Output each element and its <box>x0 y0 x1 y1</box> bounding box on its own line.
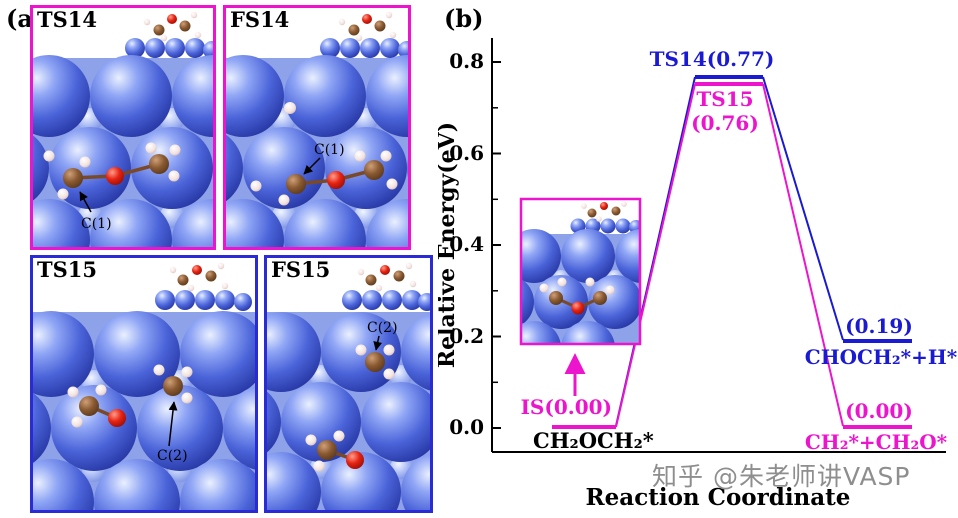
side-view-structure <box>342 262 430 311</box>
y-tick-0.0: 0.0 <box>449 415 484 439</box>
y-tick-0.6: 0.6 <box>449 141 484 165</box>
connector-magenta-ascent <box>615 83 696 428</box>
y-tick-0.8: 0.8 <box>449 49 484 73</box>
structure-panel-title: FS15 <box>269 257 335 284</box>
ts14-label: TS14(0.77) <box>650 47 775 71</box>
inset-border <box>519 197 642 346</box>
ts15-energy-label: (0.76) <box>691 111 759 135</box>
watermark: 知乎 @朱老师讲VASP <box>652 462 911 491</box>
molecule <box>43 142 181 200</box>
y-axis: 0.8 0.6 0.4 0.2 0.0 Relative Energy(eV) <box>438 38 501 452</box>
atom-annotation: C(1) <box>303 142 345 175</box>
energy-diagram-chart: 0.8 0.6 0.4 0.2 0.0 Relative Energy(eV) … <box>438 38 958 511</box>
side-view-structure <box>125 11 213 59</box>
molecule <box>250 102 398 206</box>
fs-blue-energy-label: (0.19) <box>845 314 913 338</box>
molecule <box>67 364 193 428</box>
x-axis-title: Reaction Coordinate <box>586 484 851 511</box>
is-species-label: CH₂OCH₂* <box>533 428 654 453</box>
ts15-structure-image: C(2) <box>33 258 255 510</box>
structure-panel-fs14: C(1) FS14 <box>223 5 411 250</box>
fs14-structure-image: C(1) <box>226 8 408 247</box>
metal-surface <box>33 311 255 510</box>
atom-annotation: C(2) <box>367 320 398 351</box>
atom-label: C(1) <box>81 216 112 232</box>
structure-panel-fs15: C(2) FS15 <box>264 255 433 513</box>
ts14-structure-image: C(1) <box>33 8 213 247</box>
side-view-structure <box>155 262 252 311</box>
ts15-name-label: TS15 <box>696 87 753 111</box>
energy-levels <box>552 75 912 429</box>
inset-side-view <box>570 201 639 234</box>
fs15-structure-image: C(2) <box>267 258 430 510</box>
x-axis: Reaction Coordinate <box>492 451 946 511</box>
is-structure-inset <box>519 197 642 396</box>
atom-label: C(1) <box>314 142 345 158</box>
structure-panel-title: TS14 <box>35 7 102 34</box>
fs-blue-species-label: CHOCH₂*+H* <box>805 345 958 369</box>
panel-b-label: (b) <box>444 4 484 33</box>
side-view-structure <box>320 11 408 59</box>
is-label: IS(0.00) <box>521 395 612 419</box>
fs-magenta-species-label: CH₂*+CH₂O* <box>805 430 948 454</box>
y-tick-0.2: 0.2 <box>449 324 484 348</box>
y-axis-title: Relative Energy(eV) <box>438 122 460 368</box>
connector-blue-descent <box>762 76 844 341</box>
metal-surface <box>267 312 430 510</box>
inset-molecule <box>539 277 615 315</box>
state-labels: TS14(0.77) TS15 (0.76) IS(0.00) CH₂OCH₂*… <box>521 47 958 454</box>
atom-annotation: C(2) <box>157 401 188 464</box>
structure-panel-title: FS14 <box>228 7 294 34</box>
metal-surface <box>33 55 213 247</box>
atom-label: C(2) <box>157 448 188 464</box>
y-tick-0.4: 0.4 <box>449 232 484 256</box>
atom-label: C(2) <box>367 320 398 336</box>
atom-annotation: C(1) <box>79 191 112 232</box>
pathway-connectors <box>615 76 844 428</box>
structure-panel-ts15: C(2) TS15 <box>30 255 258 513</box>
connector-magenta-descent <box>762 83 844 427</box>
molecule <box>305 344 395 472</box>
structure-panel-title: TS15 <box>35 257 102 284</box>
fs-magenta-energy-label: (0.00) <box>845 399 913 423</box>
structure-panel-ts14: C(1) TS14 <box>30 5 216 250</box>
